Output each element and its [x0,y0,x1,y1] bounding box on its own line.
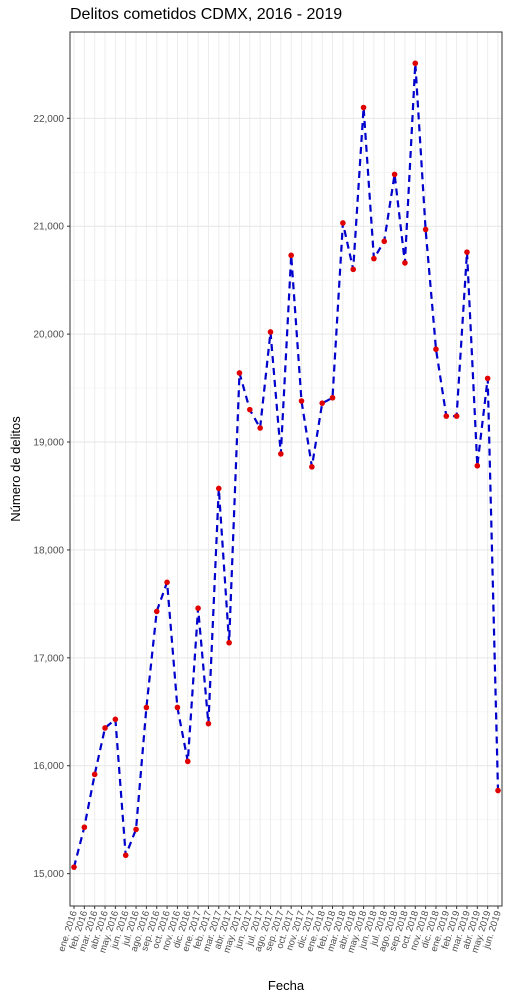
data-point [288,252,294,259]
data-point [340,220,346,226]
y-tick-label: 16,000 [33,761,64,772]
data-point [484,375,491,382]
data-point [319,400,325,406]
data-point [474,462,481,469]
data-point [195,605,201,611]
data-point [236,370,243,376]
data-point [226,639,232,646]
data-point [112,716,119,723]
series-line [72,62,500,868]
data-point [402,260,408,266]
data-point [360,104,367,111]
data-point [278,451,284,457]
chart-title: Delitos cometidos CDMX, 2016 - 2019 [70,6,343,23]
data-point [381,238,388,245]
data-point [164,579,170,586]
data-point [422,226,429,233]
data-point [267,329,274,335]
data-point [205,720,212,727]
y-tick-label: 20,000 [33,330,64,341]
y-tick-label: 17,000 [33,653,64,664]
data-point [453,413,460,419]
data-point [329,394,336,401]
data-point [102,725,108,731]
data-point [174,704,181,711]
data-point [184,758,191,765]
data-point [309,464,315,470]
data-point [371,255,377,262]
data-point [153,608,160,615]
y-tick-label: 21,000 [33,222,64,233]
data-point [412,60,419,67]
data-point [350,266,357,273]
data-point [215,485,222,492]
y-tick-label: 18,000 [33,545,64,556]
data-point [81,824,88,831]
data-point [122,852,129,859]
y-tick-label: 15,000 [33,869,64,880]
data-point [443,413,450,419]
y-tick-label: 19,000 [33,438,64,449]
data-point [433,346,439,353]
data-point [257,425,263,431]
data-point [247,406,253,413]
data-point [495,787,501,794]
x-axis-title: Fecha [268,978,305,993]
y-tick-label: 22,000 [33,114,64,125]
data-point [91,771,98,778]
data-point [391,171,398,178]
data-point [71,864,77,870]
plot-border [69,31,503,907]
y-axis-title: Número de delitos [8,416,23,522]
data-point [298,398,305,404]
data-point [133,826,139,833]
data-point [464,249,470,255]
data-point [143,704,150,711]
plot-panel [70,32,502,906]
